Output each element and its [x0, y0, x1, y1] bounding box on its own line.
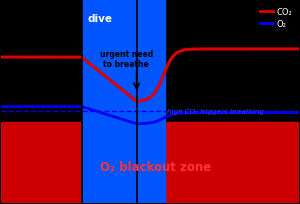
Legend: CO₂, O₂: CO₂, O₂: [258, 6, 294, 31]
Text: urgent need
to breathe: urgent need to breathe: [100, 50, 153, 69]
Bar: [82, 1, 165, 203]
Text: high CO₂ triggers breathing: high CO₂ triggers breathing: [167, 108, 264, 114]
Bar: [2, 122, 298, 203]
Text: dive: dive: [88, 13, 112, 23]
Text: O₂ blackout zone: O₂ blackout zone: [100, 160, 212, 173]
